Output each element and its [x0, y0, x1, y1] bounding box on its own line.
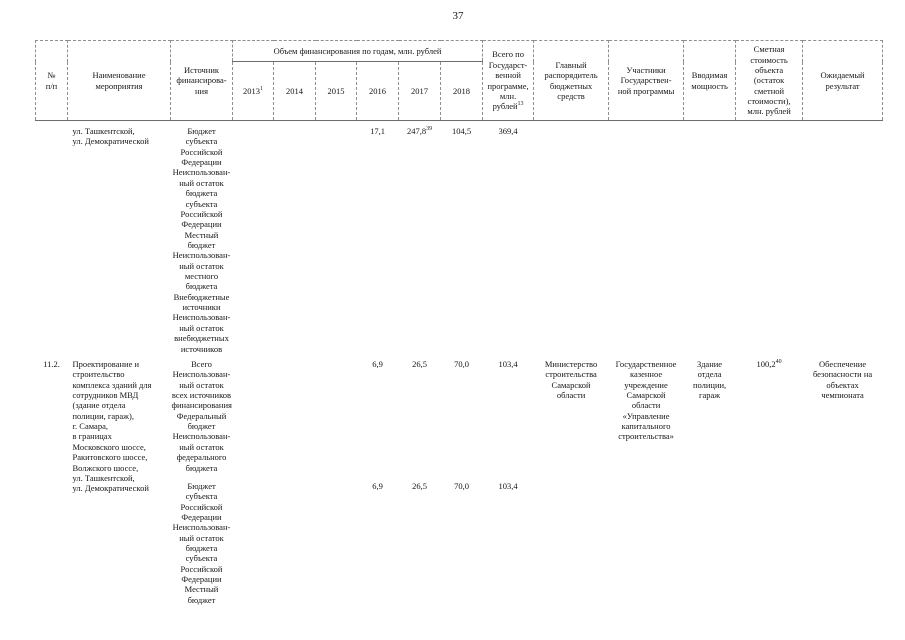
table-row-11-2-block-b: Бюджет субъекта Российской Федерации Неи… — [36, 473, 883, 605]
value-2017: 26,5 — [412, 358, 427, 369]
value-total: 103,4 — [498, 358, 518, 369]
col-header-result: Ожидаемый результат — [802, 40, 884, 121]
col-header-cost: Сметная стоимость объекта (остаток сметн… — [735, 40, 804, 121]
value-2016: 17,1 — [370, 126, 385, 136]
participants-cell — [609, 121, 684, 354]
capacity-cell — [684, 121, 736, 354]
footnote-39: 39 — [426, 126, 433, 133]
value-2018: 70,0 — [454, 480, 469, 491]
value-2015 — [316, 354, 357, 473]
value-2013 — [233, 121, 274, 354]
table-row-continuation: ул. Ташкентской, ул. Демократической Бюд… — [36, 121, 883, 354]
col-header-total-label: Всего по Государст- венной программе, мл… — [487, 49, 529, 112]
year-header-2017: 2017 — [398, 61, 441, 121]
value-2014 — [274, 354, 316, 473]
col-header-capacity: Вводимая мощность — [683, 40, 737, 121]
value-2015 — [316, 121, 357, 354]
col-header-participants: Участники Государствен- ной программы — [608, 40, 685, 121]
cost-number: 100,2 — [756, 358, 776, 369]
value-2018: 104,5 — [451, 126, 472, 136]
year-header-2014: 2014 — [273, 61, 316, 121]
value-2017-number: 247,8 — [406, 126, 427, 136]
grbs-cell — [534, 121, 609, 354]
source-cell: Бюджет субъекта Российской Федерации Неи… — [172, 480, 231, 605]
footnote-40: 40 — [775, 359, 782, 366]
year-label: 2013 — [243, 85, 260, 96]
value-2014 — [274, 473, 316, 605]
value-2017: 247,839 — [399, 121, 441, 354]
row-name: ул. Ташкентской, ул. Демократической — [72, 126, 149, 147]
year-header-2015: 2015 — [315, 61, 357, 121]
year-header-2016: 2016 — [356, 61, 399, 121]
footnote-1: 1 — [260, 85, 263, 92]
financing-table: № п/п Наименование мероприятия Источник … — [35, 40, 884, 605]
value-2017: 26,5 — [412, 480, 427, 491]
capacity-cell: Здание отдела полиции, гараж — [692, 358, 727, 400]
col-header-years-group: Объем финансирования по годам, млн. рубл… — [231, 40, 484, 62]
row-name: Проектирование и строительство комплекса… — [72, 358, 152, 494]
cost-cell — [736, 121, 803, 354]
value-2015 — [316, 473, 357, 605]
grbs-cell: Министерство строительства Самарской обл… — [544, 358, 598, 400]
value-2018: 70,0 — [454, 358, 469, 369]
col-header-total: Всего по Государст- венной программе, мл… — [482, 40, 535, 121]
col-header-name: Наименование мероприятия — [67, 40, 171, 121]
col-header-grbs: Главный распорядитель бюджетных средств — [533, 40, 610, 121]
year-header-2018: 2018 — [439, 61, 484, 121]
table-row-11-2: 11.2. Проектирование и строительство ком… — [36, 354, 883, 493]
page-number: 37 — [452, 10, 464, 22]
footnote-13: 13 — [517, 101, 524, 108]
col-header-source: Источник финансирова- ния — [170, 40, 233, 121]
cost-cell: 100,240 — [736, 354, 803, 605]
value-2014 — [274, 121, 316, 354]
value-total: 369,4 — [498, 126, 518, 136]
participants-cell: Государственное казенное учреждение Сама… — [615, 358, 677, 442]
result-cell — [803, 121, 883, 354]
col-header-num: № п/п — [35, 40, 68, 121]
value-2013 — [233, 354, 274, 473]
year-header-2013: 20131 — [232, 61, 274, 121]
source-cell: Бюджет субъекта Российской Федерации Неи… — [172, 126, 231, 354]
value-2016: 6,9 — [372, 358, 383, 369]
source-cell: Всего Неиспользован- ный остаток всех ис… — [171, 358, 232, 473]
value-2016: 6,9 — [372, 480, 383, 491]
result-cell: Обеспечение безопасности на объектах чем… — [812, 358, 873, 400]
row-num: 11.2. — [43, 358, 60, 369]
row-num — [36, 121, 68, 354]
value-2013 — [233, 473, 274, 605]
value-total: 103,4 — [498, 480, 518, 491]
